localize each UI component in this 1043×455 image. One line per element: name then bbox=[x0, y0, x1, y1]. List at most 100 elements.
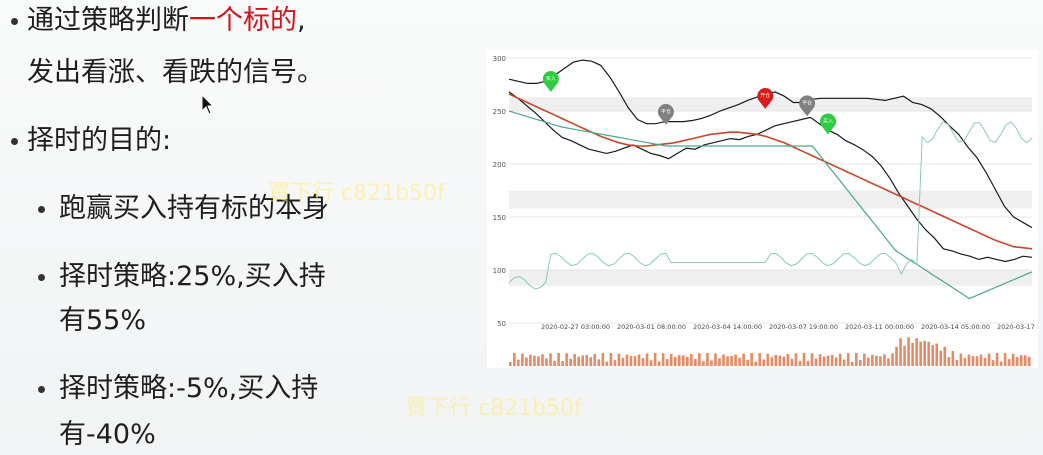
sub2-line2: 有55% bbox=[59, 305, 147, 336]
volume-bar bbox=[959, 353, 963, 366]
volume-bar bbox=[637, 354, 641, 366]
signal-marker-label: 买入 bbox=[823, 117, 833, 124]
volume-bar bbox=[746, 359, 749, 366]
volume-bar bbox=[653, 353, 657, 366]
volume-bar bbox=[939, 350, 943, 366]
y-tick-label: 150 bbox=[493, 214, 506, 222]
point2-heading: 择时的目的: bbox=[27, 125, 172, 156]
volume-bar bbox=[718, 358, 721, 366]
volume-bar bbox=[521, 353, 524, 366]
volume-bar bbox=[871, 354, 874, 366]
volume-bar bbox=[810, 353, 814, 366]
volume-bar bbox=[903, 345, 906, 366]
x-tick-label: 2020-03-11 00:00:00 bbox=[845, 323, 914, 331]
volume-bar bbox=[931, 345, 935, 366]
volume-bar bbox=[895, 346, 898, 366]
volume-bar bbox=[782, 356, 786, 366]
volume-bar bbox=[750, 353, 753, 366]
volume-bar bbox=[545, 358, 548, 366]
volume-bar bbox=[826, 355, 830, 366]
volume-bar bbox=[1007, 359, 1011, 366]
volume-bar bbox=[517, 359, 520, 366]
volume-bar bbox=[657, 361, 661, 366]
volume-bar bbox=[629, 355, 633, 366]
volume-bar bbox=[601, 353, 605, 366]
y-tick-label: 50 bbox=[497, 320, 506, 328]
volume-bar bbox=[859, 359, 862, 366]
volume-bar bbox=[698, 353, 701, 366]
volume-bar bbox=[887, 358, 890, 366]
point1-highlight: 一个标的 bbox=[189, 5, 297, 36]
volume-bar bbox=[879, 356, 882, 366]
volume-bar bbox=[513, 353, 516, 366]
volume-bar bbox=[822, 356, 826, 366]
volume-bar bbox=[754, 361, 758, 366]
volume-bar bbox=[509, 362, 512, 366]
watermark-2: 賈下行 c821b50f bbox=[405, 396, 582, 421]
volume-bar bbox=[1019, 355, 1023, 366]
volume-bar bbox=[706, 353, 709, 366]
point1-text: 通过策略判断 bbox=[27, 5, 189, 36]
sub2-line1: 择时策略:25%,买入持 bbox=[59, 261, 326, 292]
volume-bar bbox=[525, 357, 528, 366]
volume-bar bbox=[573, 354, 576, 366]
volume-bar bbox=[758, 353, 762, 366]
signal-marker-label: 平仓 bbox=[802, 99, 812, 106]
volume-bar bbox=[730, 355, 733, 366]
volume-bar bbox=[967, 354, 971, 366]
x-tick-label: 2020-03-17 1 bbox=[997, 323, 1038, 331]
x-tick-label: 2020-03-14 05:00:00 bbox=[921, 323, 990, 331]
strategy-chart: 300 250 200 150 100 50 2020-02-27 03:00:00 2020… bbox=[487, 50, 1041, 368]
volume-bar bbox=[883, 354, 886, 366]
bullet-dot bbox=[11, 138, 18, 145]
signal-marker-label: 买入 bbox=[546, 75, 556, 82]
volume-bar bbox=[673, 357, 677, 366]
volume-bar bbox=[923, 340, 926, 366]
volume-bar bbox=[577, 356, 580, 366]
volume-bar bbox=[899, 338, 902, 366]
volume-bar bbox=[553, 360, 556, 366]
x-tick-label: 2020-03-07 19:00:00 bbox=[769, 323, 838, 331]
volume-bar bbox=[979, 354, 983, 366]
volume-bar bbox=[806, 360, 810, 366]
volume-bar bbox=[625, 354, 629, 366]
chart-band bbox=[509, 190, 1032, 209]
volume-bar bbox=[971, 356, 975, 366]
volume-bar bbox=[565, 353, 568, 366]
signal-marker-flat bbox=[657, 103, 674, 125]
volume-bar bbox=[533, 355, 536, 366]
signal-marker-label: 开仓 bbox=[760, 92, 770, 99]
volume-bar bbox=[762, 359, 766, 366]
chart-svg: 300 250 200 150 100 50 2020-02-27 03:00:00 2020… bbox=[493, 55, 1041, 366]
volume-bar bbox=[613, 360, 617, 366]
volume-bar bbox=[911, 342, 914, 366]
volume-bar bbox=[734, 354, 737, 366]
volume-bar bbox=[770, 357, 774, 366]
y-tick-label: 200 bbox=[493, 161, 506, 169]
volume-bar bbox=[549, 353, 552, 366]
volume-bar bbox=[561, 361, 564, 366]
point1-line2: 发出看涨、看跌的信号。 bbox=[27, 57, 324, 88]
volume-bar bbox=[802, 353, 806, 366]
y-tick-label: 300 bbox=[493, 55, 506, 63]
signal-marker-sell bbox=[757, 88, 774, 109]
volume-bar bbox=[569, 358, 572, 366]
point1-line1: 通过策略判断一个标的, bbox=[27, 4, 306, 38]
sub3-line2: 有-40% bbox=[59, 419, 156, 450]
sub1-text: 跑赢买入持有标的本身 bbox=[59, 193, 329, 224]
bullet-dot bbox=[11, 18, 18, 25]
volume-bar bbox=[597, 359, 601, 366]
volume-bar bbox=[818, 354, 822, 366]
volume-bar bbox=[1023, 355, 1027, 366]
volume-bar bbox=[1011, 353, 1015, 366]
volume-bar bbox=[665, 359, 669, 366]
volume-bar bbox=[726, 356, 729, 366]
series-lower-band bbox=[508, 110, 1033, 300]
volume-bar bbox=[742, 353, 745, 366]
volume-bar bbox=[814, 358, 818, 366]
volume-bar bbox=[605, 361, 609, 366]
x-tick-label: 2020-02-27 03:00:00 bbox=[541, 323, 610, 331]
volume-bar bbox=[681, 355, 685, 366]
volume-bar bbox=[875, 355, 878, 366]
